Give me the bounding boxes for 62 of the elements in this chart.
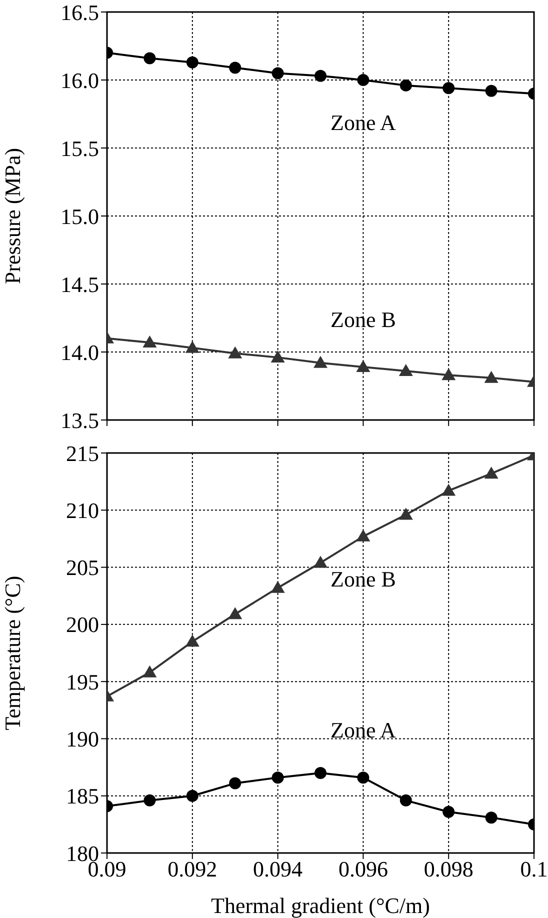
point	[314, 767, 326, 779]
y-tick-label: 16.5	[60, 0, 99, 25]
y-tick-label: 205	[66, 555, 99, 580]
point	[229, 777, 242, 790]
x-tick-label: 0.098	[424, 856, 474, 882]
point	[144, 52, 156, 64]
point	[398, 508, 413, 520]
point	[185, 634, 200, 647]
x-tick-label: 0.1	[520, 856, 548, 882]
y-axis-title: Pressure (MPa)	[0, 148, 25, 284]
point	[484, 370, 498, 383]
point	[356, 529, 370, 542]
point	[484, 466, 498, 479]
point	[185, 340, 200, 353]
y-tick-label: 15.0	[60, 204, 99, 229]
point	[485, 812, 498, 824]
point	[400, 79, 412, 92]
point	[186, 790, 198, 802]
point	[356, 360, 370, 372]
point	[144, 794, 156, 806]
point	[186, 56, 198, 68]
point	[228, 607, 242, 620]
y-tick-label: 14.5	[60, 272, 99, 297]
point	[357, 74, 370, 86]
y-tick-label: 215	[66, 440, 99, 466]
point	[270, 350, 285, 362]
point	[357, 772, 370, 784]
y-tick-label: 185	[66, 784, 99, 809]
point	[272, 772, 284, 784]
point	[228, 346, 242, 358]
x-tick-label: 0.094	[253, 856, 303, 882]
series-label: Zone B	[330, 566, 396, 592]
point	[485, 84, 498, 97]
point	[142, 665, 157, 678]
point	[272, 67, 284, 80]
point	[442, 806, 455, 818]
series-label: Zone A	[330, 718, 396, 743]
x-tick-label: 0.096	[338, 856, 388, 882]
point	[142, 335, 157, 348]
series-label: Zone B	[330, 306, 396, 332]
point	[398, 364, 413, 376]
y-axis-title: Temperature (°C)	[0, 576, 25, 730]
x-tick-label: 0.092	[168, 856, 218, 882]
point	[314, 356, 328, 368]
point	[442, 484, 456, 496]
y-tick-label: 14.0	[60, 340, 99, 365]
y-tick-label: 200	[66, 612, 99, 638]
point	[270, 580, 285, 593]
point	[400, 794, 412, 806]
y-tick-label: 15.5	[60, 136, 99, 161]
x-axis-title: Thermal gradient (°C/m)	[211, 893, 430, 918]
y-tick-label: 16.0	[60, 68, 99, 93]
point	[442, 368, 456, 380]
series-label: Zone A	[330, 110, 396, 135]
y-tick-label: 190	[66, 726, 99, 752]
point	[229, 62, 242, 74]
point	[314, 70, 326, 82]
y-tick-label: 210	[66, 498, 99, 523]
point	[442, 82, 455, 94]
y-tick-label: 13.5	[60, 408, 99, 433]
point	[314, 556, 328, 568]
y-tick-label: 195	[66, 669, 99, 694]
